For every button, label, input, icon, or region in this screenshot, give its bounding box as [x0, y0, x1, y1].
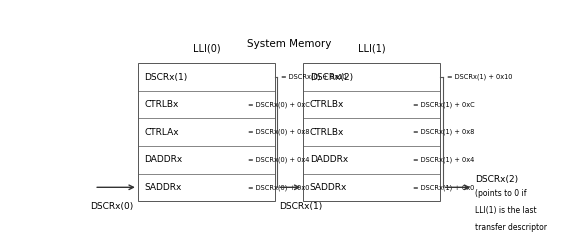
Text: = DSCRx(0) + 0x0: = DSCRx(0) + 0x0 — [247, 184, 309, 191]
Text: System Memory: System Memory — [247, 39, 332, 49]
Text: = DSCRx(0) + 0xC: = DSCRx(0) + 0xC — [247, 101, 310, 108]
Text: DSCRx(1): DSCRx(1) — [144, 73, 188, 82]
Text: = DSCRx(1) + 0x8: = DSCRx(1) + 0x8 — [413, 129, 474, 135]
Text: = DSCRx(1) + 0x10: = DSCRx(1) + 0x10 — [447, 74, 513, 80]
Text: transfer descriptor: transfer descriptor — [475, 223, 547, 232]
Text: CTRLBx: CTRLBx — [310, 128, 344, 137]
Text: CTRLBx: CTRLBx — [144, 100, 179, 109]
Text: = DSCRx(1) + 0x0: = DSCRx(1) + 0x0 — [413, 184, 474, 191]
Bar — [138, 63, 275, 201]
Text: SADDRx: SADDRx — [144, 183, 182, 192]
Bar — [303, 63, 441, 201]
Text: LLI(1): LLI(1) — [358, 44, 386, 54]
Text: DADDRx: DADDRx — [144, 155, 183, 164]
Text: CTRLBx: CTRLBx — [310, 100, 344, 109]
Text: SADDRx: SADDRx — [310, 183, 347, 192]
Text: = DSCRx(1) + 0xC: = DSCRx(1) + 0xC — [413, 101, 475, 108]
Text: DSCRx(0): DSCRx(0) — [90, 202, 133, 211]
Text: = DSCRx(0) + 0x10: = DSCRx(0) + 0x10 — [282, 74, 347, 80]
Text: DSCRx(2): DSCRx(2) — [475, 175, 518, 184]
Text: (points to 0 if: (points to 0 if — [475, 189, 527, 198]
Text: DSCRx(1): DSCRx(1) — [279, 202, 323, 211]
Text: = DSCRx(0) + 0x4: = DSCRx(0) + 0x4 — [247, 157, 309, 163]
Text: = DSCRx(1) + 0x4: = DSCRx(1) + 0x4 — [413, 157, 474, 163]
Text: DADDRx: DADDRx — [310, 155, 348, 164]
Text: LLI(1) is the last: LLI(1) is the last — [475, 206, 537, 215]
Text: = DSCRx(0) + 0x8: = DSCRx(0) + 0x8 — [247, 129, 309, 135]
Text: DSCRx(2): DSCRx(2) — [310, 73, 353, 82]
Text: CTRLAx: CTRLAx — [144, 128, 179, 137]
Text: LLI(0): LLI(0) — [193, 44, 220, 54]
